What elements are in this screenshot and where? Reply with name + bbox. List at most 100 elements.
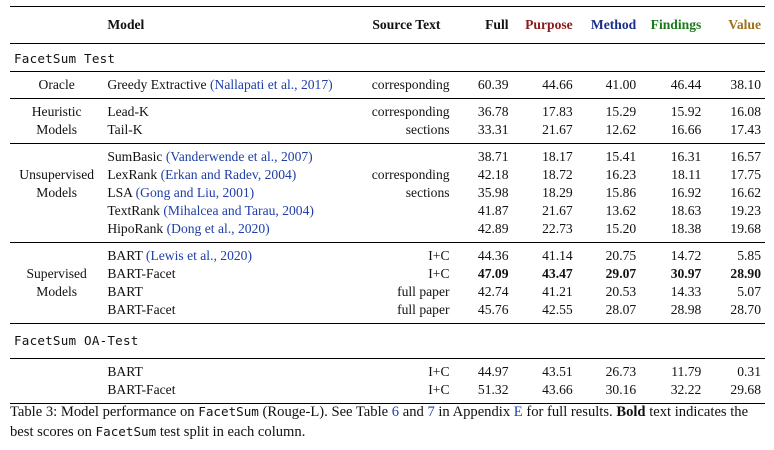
model-name: Lead-K (103, 98, 360, 121)
model-name: BART (107, 248, 143, 263)
header-value: Value (705, 6, 765, 44)
score-full: 36.78 (453, 98, 513, 121)
score-value: 19.68 (730, 221, 761, 236)
table-row: BART-Facet I+C 51.32 43.66 30.16 32.22 2… (10, 381, 765, 404)
group-supervised-line2: Models (36, 284, 78, 299)
facetsum-name: FacetSum (95, 424, 157, 439)
score-method-best: 29.07 (605, 266, 637, 281)
source-cell: full paper (397, 284, 450, 299)
score-full: 42.89 (477, 221, 509, 236)
score-method: 12.62 (605, 122, 637, 137)
score-full: 42.18 (477, 167, 509, 182)
model-cell: TextRank (Mihalcea and Tarau, 2004) (103, 202, 359, 220)
results-table: Model Source Text Full Purpose Method Fi… (10, 6, 765, 404)
table-row: Unsupervised LexRank (Erkan and Radev, 2… (10, 166, 765, 184)
score-findings: 14.33 (670, 284, 702, 299)
score-method: 28.07 (605, 302, 637, 317)
model-name: LSA (107, 185, 133, 200)
citation-link[interactable]: (Gong and Liu, 2001) (135, 185, 255, 200)
model-name: BART-Facet (103, 381, 360, 404)
header-group (10, 6, 104, 44)
score-full: 41.87 (477, 203, 509, 218)
score-full: 38.71 (453, 143, 513, 166)
group-oracle: Oracle (38, 77, 75, 92)
header-full: Full (453, 6, 513, 44)
table-row: Heuristic Lead-K corresponding 36.78 17.… (10, 98, 765, 121)
score-full-best: 47.09 (477, 266, 509, 281)
table-6-link[interactable]: 6 (391, 404, 400, 420)
score-full: 42.74 (477, 284, 509, 299)
score-purpose: 44.66 (542, 77, 573, 92)
score-purpose: 18.17 (512, 143, 577, 166)
score-method: 26.73 (605, 364, 637, 379)
score-value: 29.68 (705, 381, 765, 404)
model-name: HipoRank (107, 221, 164, 236)
model-name: SumBasic (107, 149, 163, 164)
score-findings: 18.38 (670, 221, 702, 236)
score-full: 45.76 (477, 302, 509, 317)
score-findings: 46.44 (670, 77, 702, 92)
score-full: 60.39 (477, 77, 509, 92)
score-value: 16.62 (730, 185, 761, 200)
bold-label: Bold (616, 404, 646, 420)
model-name: Tail-K (107, 122, 143, 137)
score-full: 44.97 (477, 364, 509, 379)
score-value: 5.07 (737, 284, 761, 299)
model-name: TextRank (107, 203, 160, 218)
score-purpose: 41.14 (512, 242, 577, 265)
model-cell: Greedy Extractive (Nallapati et al., 201… (103, 72, 359, 99)
score-method: 15.20 (605, 221, 637, 236)
source-cell: I+C (359, 381, 454, 404)
table-7-link[interactable]: 7 (427, 404, 435, 420)
model-cell: LexRank (Erkan and Radev, 2004) (103, 166, 359, 184)
source-cell: full paper (397, 302, 450, 317)
results-table-container: Model Source Text Full Purpose Method Fi… (10, 6, 765, 404)
score-method: 15.86 (605, 185, 637, 200)
score-value: 16.57 (705, 143, 765, 166)
score-method: 16.23 (605, 167, 637, 182)
table-row: TextRank (Mihalcea and Tarau, 2004) 41.8… (10, 202, 765, 220)
score-method: 30.16 (576, 381, 641, 404)
score-full: 51.32 (453, 381, 513, 404)
header-method: Method (576, 6, 641, 44)
score-findings: 16.31 (640, 143, 706, 166)
citation-link[interactable]: (Nallapati et al., 2017) (209, 77, 333, 92)
table-row: Models Tail-K sections 33.31 21.67 12.62… (10, 121, 765, 144)
table-row: BART-Facet full paper 45.76 42.55 28.07 … (10, 301, 765, 324)
group-supervised-line1: Supervised (26, 266, 87, 281)
source-cell: I+C (428, 266, 450, 281)
section-label-oa-test: FacetSum OA-Test (10, 323, 765, 359)
model-cell: HipoRank (Dong et al., 2020) (103, 220, 359, 243)
score-method: 20.75 (576, 242, 641, 265)
score-full: 33.31 (477, 122, 509, 137)
source-cell: I+C (428, 364, 450, 379)
header-findings: Findings (640, 6, 706, 44)
score-value: 38.10 (730, 77, 761, 92)
table-row: SumBasic (Vanderwende et al., 2007) 38.7… (10, 143, 765, 166)
score-value-best: 28.90 (730, 266, 761, 281)
model-name: LexRank (107, 167, 158, 182)
appendix-e-link[interactable]: E (513, 404, 523, 420)
citation-link[interactable]: (Dong et al., 2020) (166, 221, 270, 236)
model-cell: LSA (Gong and Liu, 2001) (103, 184, 359, 202)
score-findings: 16.66 (670, 122, 702, 137)
citation-link[interactable]: (Erkan and Radev, 2004) (160, 167, 297, 182)
score-purpose: 21.67 (542, 122, 573, 137)
facetsum-name: FacetSum (198, 404, 259, 419)
model-name: BART (107, 284, 143, 299)
score-full: 35.98 (477, 185, 509, 200)
score-purpose: 18.29 (542, 185, 573, 200)
table-row: Models BART full paper 42.74 41.21 20.53… (10, 283, 765, 301)
citation-link[interactable]: (Lewis et al., 2020) (145, 248, 252, 263)
score-value: 28.70 (730, 302, 761, 317)
group-heuristic-line1: Heuristic (10, 98, 104, 121)
score-method: 41.00 (605, 77, 637, 92)
table-caption: Table 3: Model performance on FacetSum (… (10, 404, 749, 440)
table-row: Oracle Greedy Extractive (Nallapati et a… (10, 72, 765, 99)
header-purpose: Purpose (512, 6, 577, 44)
citation-link[interactable]: (Mihalcea and Tarau, 2004) (163, 203, 314, 218)
group-heuristic-line2: Models (36, 122, 78, 137)
score-value: 0.31 (737, 364, 761, 379)
citation-link[interactable]: (Vanderwende et al., 2007) (165, 149, 313, 164)
table-header-row: Model Source Text Full Purpose Method Fi… (10, 6, 765, 44)
